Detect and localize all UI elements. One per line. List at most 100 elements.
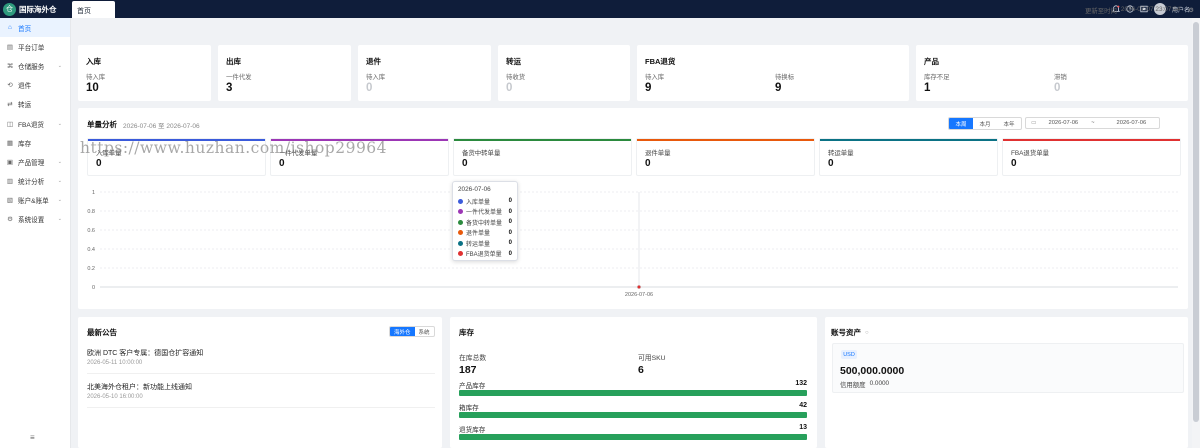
- period-1[interactable]: 本月: [979, 121, 991, 128]
- tooltip-series-name: 退件单量: [466, 231, 491, 238]
- stat-title: 入库: [86, 57, 101, 66]
- sidebar-item-3[interactable]: ⟲ 退件: [0, 76, 70, 95]
- announcement-title[interactable]: 欧洲 DTC 客户专属：德国仓扩容通知: [87, 350, 204, 357]
- top-actions: 用户名: [1111, 0, 1190, 18]
- app-logo[interactable]: 仓 国际海外仓: [0, 0, 71, 18]
- announcement-title[interactable]: 北美海外仓租户：新功能上线通知: [87, 384, 192, 391]
- tooltip-series-value: 0: [508, 198, 512, 205]
- tab-home[interactable]: 首页: [72, 1, 115, 18]
- tooltip-row: FBA退货单量 0: [458, 249, 512, 260]
- series-dot: [458, 240, 463, 246]
- username[interactable]: 用户名: [1171, 7, 1190, 14]
- sidebar-item-label: 统计分析: [18, 179, 45, 187]
- stat-label: 待收货: [506, 74, 526, 81]
- tooltip-date: 2026-07-06: [458, 186, 491, 193]
- stat-card: 出库 一件代发 3: [218, 45, 351, 101]
- clock-icon[interactable]: [1126, 5, 1134, 13]
- stat-value[interactable]: 1: [924, 82, 931, 94]
- sidebar-item-4[interactable]: ⇄ 转运: [0, 95, 70, 114]
- sidebar-item-7[interactable]: ▣ 产品管理 ⌄: [0, 152, 70, 171]
- sidebar-item-label: 仓储服务: [18, 63, 45, 71]
- sidebar-menu: ⌂ 首页 ▤ 平台订单 ⌘ 仓储服务 ⌄ ⟲ 退件 ⇄ 转运 ◫ FBA退货 ⌄ ▦ 库存 ▣ 产品管理 ⌄ ▥ 统计分…: [0, 18, 70, 229]
- sidebar-item-6[interactable]: ▦ 库存: [0, 133, 70, 152]
- refresh-settings-icon[interactable]: ⚙: [1188, 7, 1194, 14]
- inventory-row-value: 132: [795, 380, 807, 387]
- return-icon: ⟲: [7, 82, 13, 90]
- sidebar-item-label: 首页: [18, 25, 32, 33]
- update-time-value: 2026-07-07 23:07:54: [1120, 6, 1181, 13]
- y-tick-label: 0.6: [87, 228, 95, 234]
- stat-card: 产品 库存不足 1 滞销 0: [916, 45, 1188, 101]
- order-count-card[interactable]: 转运单量 0: [819, 138, 998, 176]
- sidebar-item-8[interactable]: ▥ 统计分析 ⌄: [0, 172, 70, 191]
- collapse-menu-icon[interactable]: ≡: [30, 433, 35, 442]
- announcement-time: 2026-05-10 16:00:00: [87, 394, 143, 400]
- period-2[interactable]: 本年: [1003, 121, 1015, 128]
- stat-value[interactable]: 0: [506, 82, 513, 94]
- assets-header: 账号资产 ○: [831, 327, 869, 338]
- stat-value[interactable]: 3: [226, 82, 233, 94]
- tooltip-series-name: 一件代发单量: [466, 210, 503, 217]
- stat-label: 待入库: [86, 74, 106, 81]
- card-color-bar: [454, 139, 631, 141]
- stat-value[interactable]: 9: [645, 82, 652, 94]
- update-time-label: 更新至时间: [1084, 8, 1117, 15]
- avatar[interactable]: [1153, 3, 1166, 15]
- stat-label: 待换标: [775, 74, 795, 81]
- date-start[interactable]: 2026-07-06: [1048, 120, 1079, 126]
- screen-icon[interactable]: [1140, 5, 1148, 13]
- update-time: 更新至时间 2026-07-07 23:07:54 ⚙: [1085, 6, 1194, 15]
- stat-label: 库存不足: [924, 74, 950, 81]
- stat-value[interactable]: 0: [1054, 82, 1061, 94]
- chevron-down-icon: ⌄: [57, 158, 62, 165]
- card-color-bar: [637, 139, 814, 141]
- stat-value[interactable]: 10: [86, 82, 99, 94]
- announcement-tab-0[interactable]: 海外仓: [390, 327, 415, 336]
- sidebar-item-10[interactable]: ⚙ 系统设置 ⌄: [0, 210, 70, 229]
- chevron-down-icon: ⌄: [57, 62, 62, 69]
- balance-value: 500,000.0000: [840, 365, 905, 377]
- data-point[interactable]: [637, 285, 641, 289]
- sidebar-item-2[interactable]: ⌘ 仓储服务 ⌄: [0, 56, 70, 75]
- order-count-card[interactable]: 备货中转单量 0: [453, 138, 632, 176]
- order-count-label: 转运单量: [828, 150, 854, 157]
- sidebar-item-5[interactable]: ◫ FBA退货 ⌄: [0, 114, 70, 133]
- fba-icon: ◫: [6, 120, 14, 128]
- date-end[interactable]: 2026-07-06: [1116, 120, 1147, 126]
- announcements-title: 最新公告: [87, 328, 117, 337]
- inventory-total-value: 187: [459, 364, 477, 376]
- y-tick-label: 0.8: [87, 209, 95, 215]
- inventory-row-label: 退货库存: [459, 427, 486, 434]
- stat-value[interactable]: 9: [775, 82, 782, 94]
- sidebar-item-1[interactable]: ▤ 平台订单: [0, 37, 70, 56]
- order-count-card[interactable]: 一件代发单量 0: [270, 138, 449, 176]
- credit-line: 信用额度 0.0000: [840, 380, 889, 389]
- stats-icon: ▥: [6, 178, 14, 186]
- bell-icon[interactable]: [1111, 5, 1120, 13]
- inventory-sku-value: 6: [638, 364, 644, 376]
- order-count-card[interactable]: FBA退货单量 0: [1002, 138, 1181, 176]
- inventory-sku-label: 可用SKU: [638, 355, 666, 362]
- page-scrollbar[interactable]: [1192, 18, 1200, 448]
- tooltip-series-value: 0: [508, 219, 512, 226]
- inventory-icon: ▦: [6, 139, 14, 147]
- order-count-card[interactable]: 入库单量 0: [87, 138, 266, 176]
- sidebar-item-0[interactable]: ⌂ 首页: [0, 18, 70, 38]
- sidebar-item-label: 库存: [18, 140, 32, 148]
- y-tick-label: 1: [92, 190, 95, 196]
- announcement-time: 2026-05-11 10:00:00: [87, 360, 143, 366]
- tooltip-row: 入库单量 0: [458, 196, 512, 207]
- date-range-picker[interactable]: ▭ 2026-07-06 ~ 2026-07-06: [1025, 117, 1160, 129]
- y-tick-label: 0: [92, 285, 95, 291]
- stat-value[interactable]: 0: [366, 82, 373, 94]
- info-icon[interactable]: ○: [865, 329, 869, 336]
- period-0[interactable]: 本周: [949, 118, 973, 129]
- order-count-card[interactable]: 退件单量 0: [636, 138, 815, 176]
- inventory-progress-bar: [459, 390, 807, 396]
- series-dot: [458, 230, 463, 236]
- card-color-bar: [1003, 139, 1180, 141]
- inventory-row-value: 13: [799, 424, 807, 431]
- announcement-tab-1[interactable]: 系统: [418, 329, 430, 336]
- analysis-title: 单量分析: [87, 120, 117, 129]
- sidebar-item-9[interactable]: ▧ 账户&账单 ⌄: [0, 191, 70, 210]
